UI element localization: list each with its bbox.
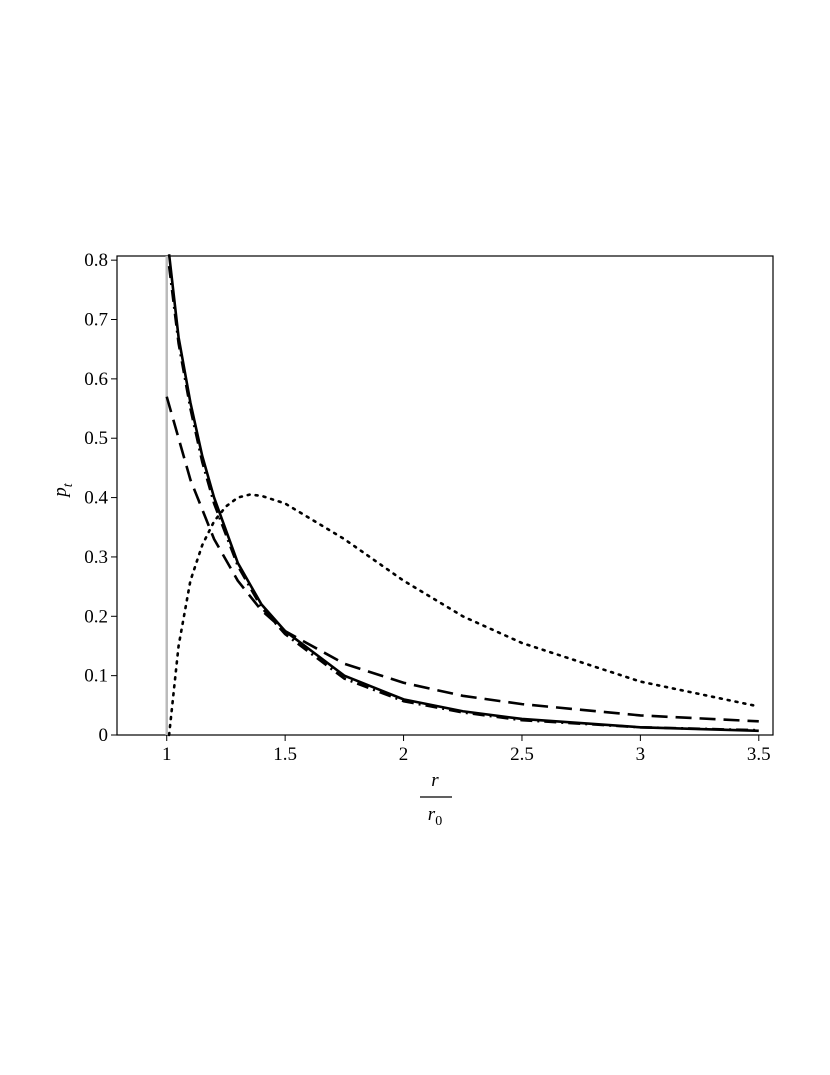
y-tick-label: 0.6	[84, 369, 108, 390]
x-tick-label: 3.5	[747, 744, 771, 765]
curve	[167, 265, 759, 732]
x-tick-label: 2.5	[510, 744, 534, 765]
y-tick-label: 0.3	[84, 547, 108, 568]
x-tick-label: 3	[636, 744, 646, 765]
x-tick-label: 1	[162, 744, 172, 765]
curve	[167, 493, 761, 737]
y-axis-label: pt	[50, 482, 76, 499]
y-tick-label: 0.1	[84, 666, 108, 687]
x-label-numerator: r	[431, 770, 439, 791]
y-tick-label: 0	[99, 725, 109, 746]
y-tick-label: 0.8	[84, 250, 108, 271]
plot-frame	[116, 255, 774, 736]
curve	[167, 254, 759, 733]
x-tick-label: 1.5	[273, 744, 297, 765]
x-label-denominator: r0	[428, 804, 442, 829]
y-tick-label: 0.7	[84, 310, 108, 331]
x-tick-label: 2	[399, 744, 409, 765]
y-tick-label: 0.5	[84, 428, 108, 449]
y-tick-label: 0.2	[84, 606, 108, 627]
curve	[165, 396, 759, 723]
y-tick-label: 0.4	[84, 488, 108, 509]
